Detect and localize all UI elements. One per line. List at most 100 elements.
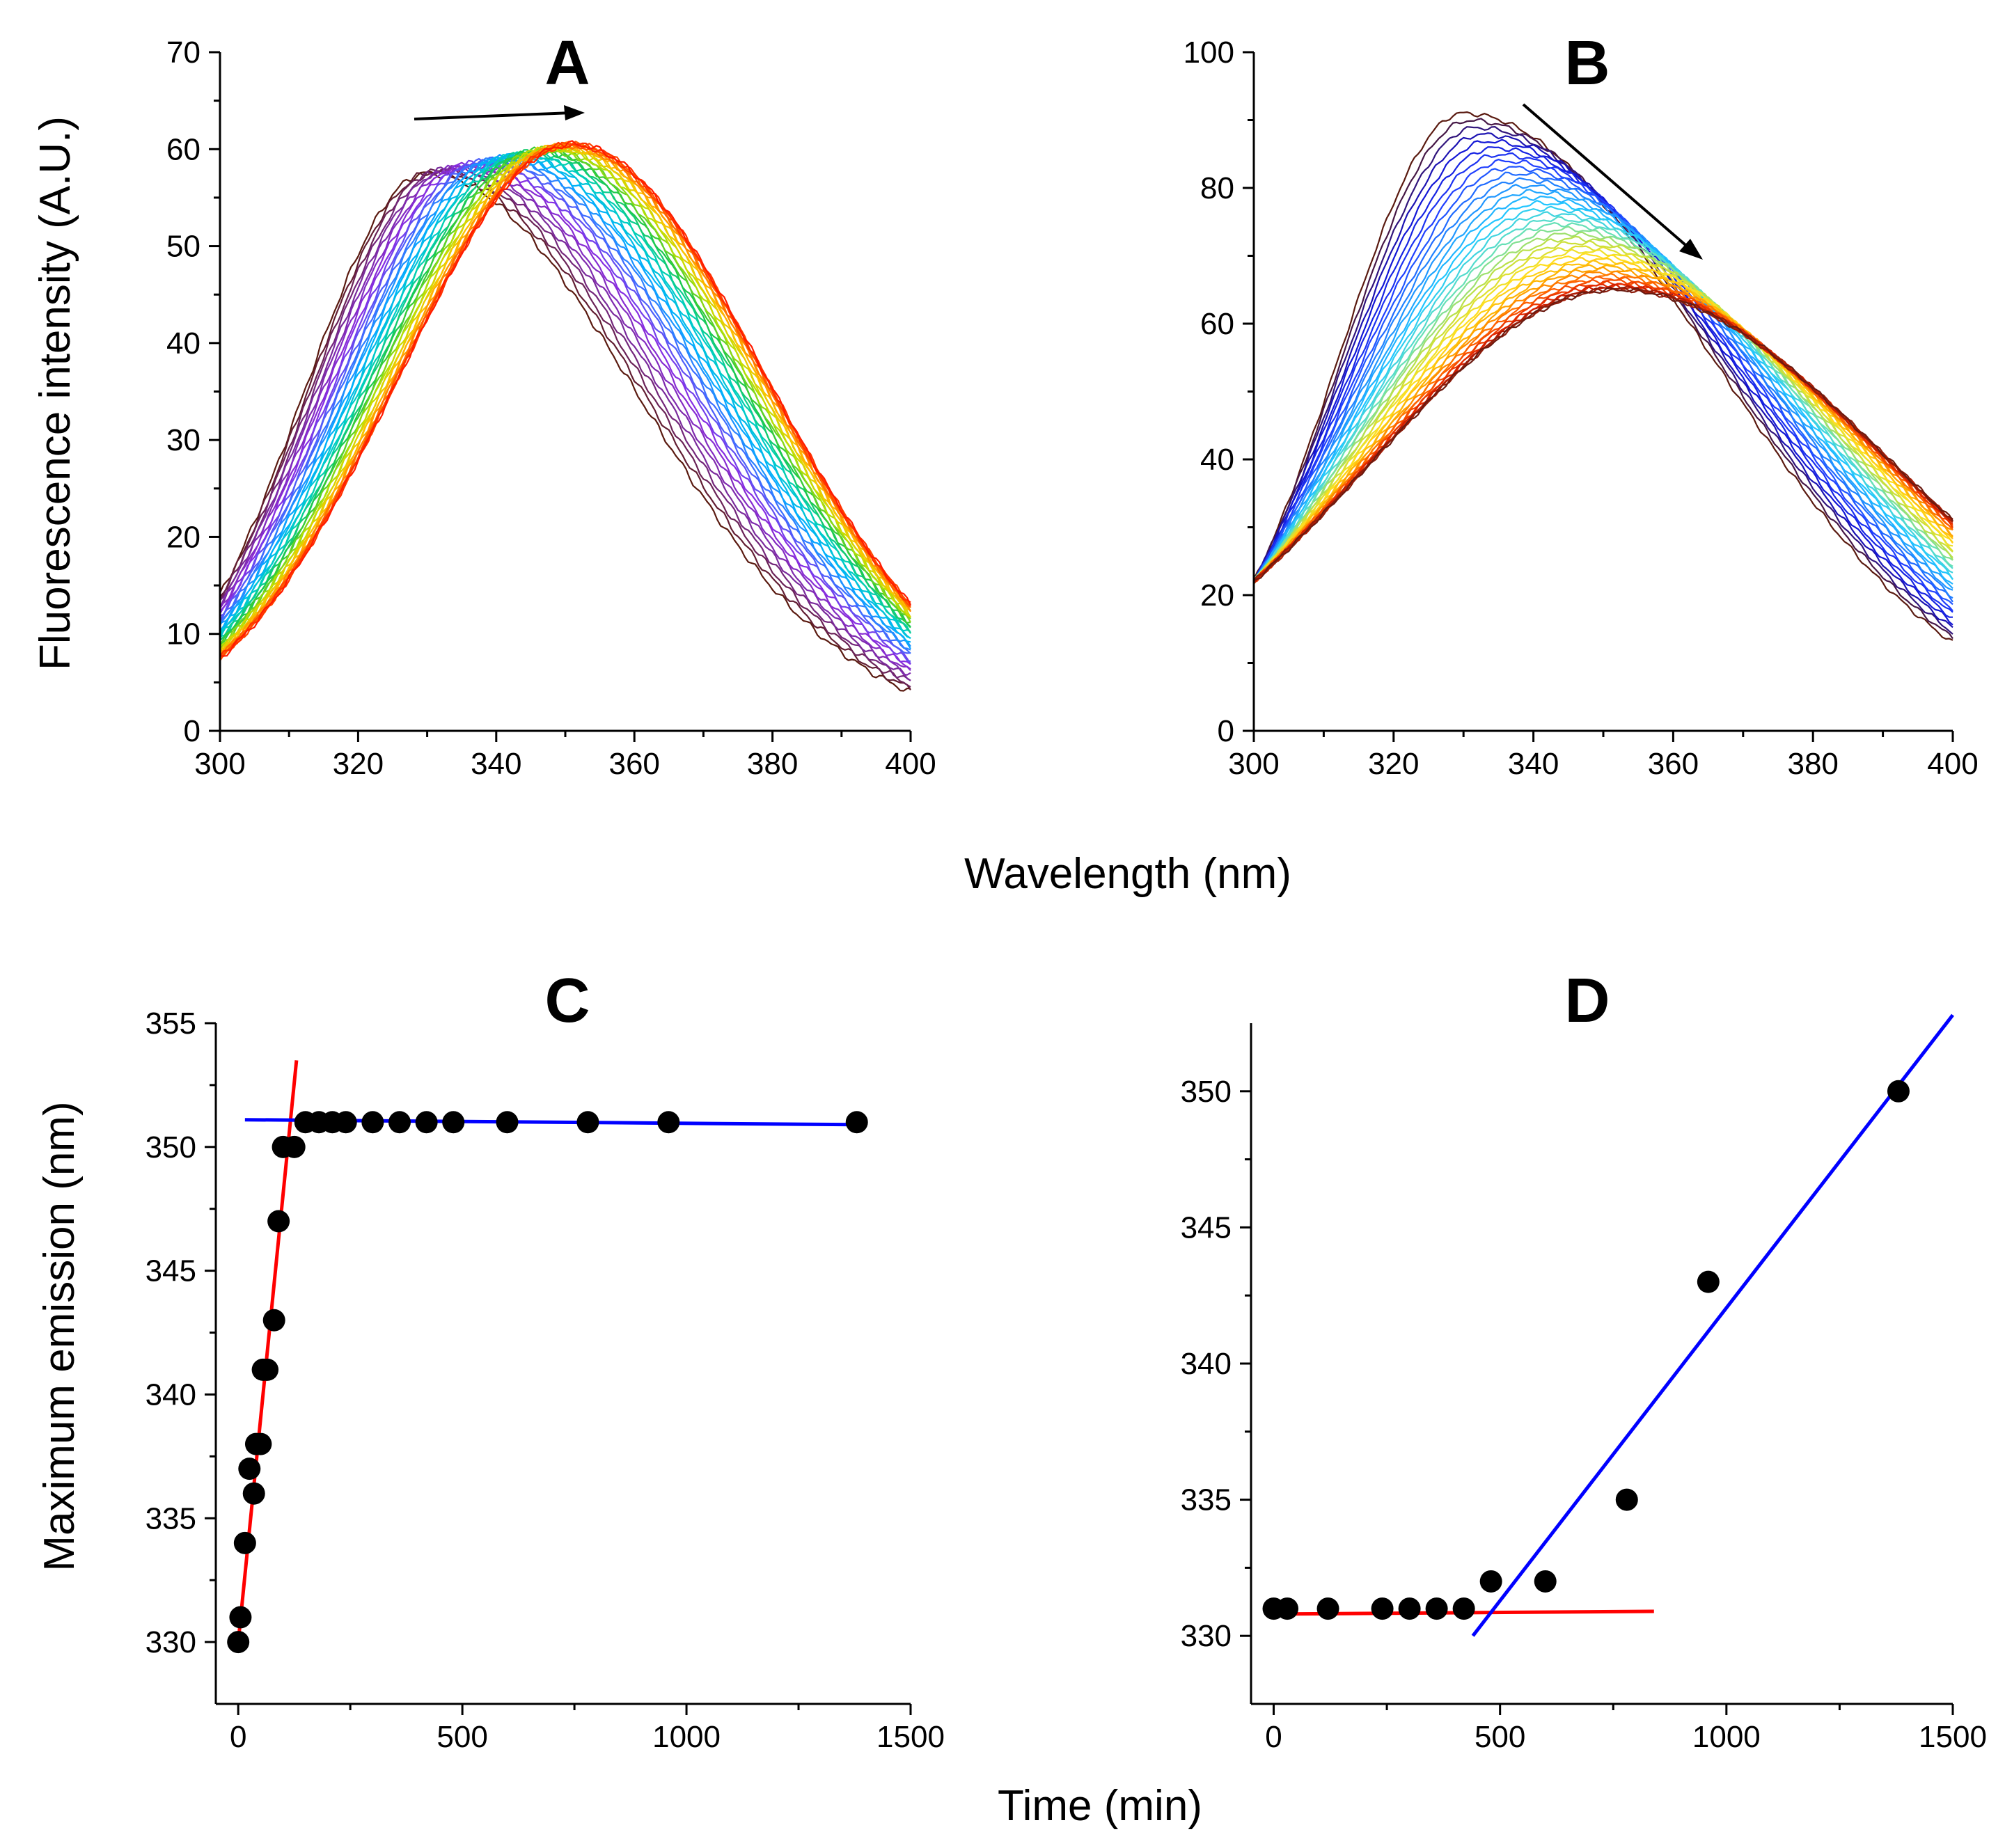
spectrum-series-25 [219, 146, 911, 647]
spectrum-series-30 [1253, 266, 1953, 585]
panel-c: C Maximum emission (nm) 0 500 1000 1500 330 3… [36, 966, 945, 1754]
data-point [1452, 1597, 1475, 1620]
panel-c-axes: 0 500 1000 1500 330 335 340 345 350 355 [146, 1006, 945, 1754]
spectrum-series-28 [1253, 260, 1953, 581]
x-tick-label: 1500 [876, 1720, 945, 1754]
panel-a-curves [219, 140, 912, 692]
panel-d-points [1262, 1080, 1910, 1620]
shared-xlabel-time: Time (min) [998, 1782, 1202, 1830]
data-point [576, 1111, 599, 1134]
spectrum-series-19 [219, 152, 911, 639]
data-point [249, 1432, 272, 1455]
y-tick-label: 30 [166, 423, 200, 457]
x-tick-label: 0 [230, 1720, 246, 1754]
data-point [267, 1210, 290, 1233]
x-tick-label: 360 [1648, 747, 1699, 781]
y-tick-label: 335 [146, 1501, 196, 1535]
y-tick-label: 335 [1181, 1483, 1232, 1517]
data-point [334, 1111, 357, 1134]
data-point [442, 1111, 465, 1134]
y-tick-label: 345 [1181, 1210, 1232, 1245]
panel-a-title: A [545, 29, 590, 98]
x-tick-label: 500 [437, 1720, 487, 1754]
spectrum-series-2 [219, 168, 911, 690]
data-point [1398, 1597, 1421, 1620]
y-tick-label: 100 [1184, 35, 1234, 70]
y-tick-label: 10 [166, 617, 200, 651]
panel-d-title: D [1565, 966, 1610, 1036]
data-point [845, 1111, 868, 1134]
y-tick-label: 0 [184, 714, 200, 748]
data-point [657, 1111, 680, 1134]
x-tick-label: 340 [1508, 747, 1559, 781]
y-tick-label: 70 [166, 35, 200, 70]
spectrum-series-4 [219, 167, 911, 681]
x-tick-label: 380 [747, 747, 798, 781]
data-point [1276, 1597, 1299, 1620]
y-tick-label: 350 [1181, 1075, 1232, 1109]
spectrum-series-14 [219, 157, 911, 651]
spectrum-series-13 [1253, 189, 1953, 590]
spectrum-series-13 [219, 156, 911, 654]
panel-b-curves [1252, 111, 1953, 641]
x-tick-label: 500 [1475, 1720, 1525, 1754]
y-tick-label: 40 [166, 326, 200, 361]
data-point [238, 1458, 261, 1480]
spectrum-series-17 [219, 152, 911, 643]
panel-c-title: C [545, 966, 590, 1036]
y-tick-label: 50 [166, 230, 200, 264]
panel-a-ylabel: Fluorescence intensity (A.U.) [31, 116, 79, 670]
spectrum-series-21 [219, 151, 911, 638]
x-tick-label: 320 [333, 747, 384, 781]
data-point [1615, 1488, 1638, 1511]
y-tick-label: 340 [146, 1377, 196, 1412]
data-point [256, 1358, 279, 1381]
data-point [415, 1111, 438, 1134]
y-tick-label: 0 [1218, 714, 1234, 748]
panel-b-axes: 300 320 340 360 380 400 0 20 40 60 80 100 [1184, 35, 1979, 781]
spectrum-series-21 [1253, 231, 1953, 581]
spectrum-series-6 [219, 165, 911, 676]
y-tick-label: 40 [1200, 443, 1234, 477]
spectrum-series-10 [219, 159, 911, 665]
panel-d: D 0 500 1000 1500 330 335 340 345 350 [1181, 966, 1987, 1754]
x-tick-label: 360 [608, 747, 659, 781]
x-tick-label: 1000 [652, 1720, 721, 1754]
panel-b-title: B [1565, 29, 1610, 98]
spectrum-series-5 [219, 166, 911, 681]
data-point [233, 1531, 256, 1554]
data-point [1371, 1597, 1394, 1620]
spectrum-series-3 [219, 168, 911, 688]
spectrum-series-8 [1253, 159, 1953, 612]
y-tick-label: 350 [146, 1130, 196, 1164]
spectrum-series-15 [1253, 200, 1953, 581]
panel-a: A Fluorescence intensity (A.U.) 300 320 34… [31, 29, 936, 781]
data-point [227, 1631, 250, 1654]
spectrum-series-14 [1253, 196, 1953, 585]
data-point [1316, 1597, 1339, 1620]
data-point [388, 1111, 411, 1134]
x-tick-label: 1000 [1692, 1720, 1761, 1754]
data-point [262, 1309, 285, 1332]
x-tick-label: 380 [1787, 747, 1838, 781]
y-tick-label: 340 [1181, 1347, 1232, 1381]
spectrum-series-8 [219, 161, 911, 671]
spectrum-series-7 [1253, 152, 1953, 613]
spectrum-series-20 [219, 150, 911, 635]
data-point [283, 1135, 306, 1158]
spectrum-series-40 [219, 140, 912, 657]
spectrum-series-7 [219, 164, 911, 670]
x-tick-label: 400 [885, 747, 936, 781]
spectrum-series-9 [219, 162, 911, 665]
x-tick-label: 320 [1368, 747, 1419, 781]
data-point [496, 1111, 519, 1134]
spectrum-series-24 [1253, 245, 1953, 584]
y-tick-label: 330 [146, 1625, 196, 1659]
spectrum-series-28 [219, 144, 911, 647]
spectrum-series-11 [1253, 177, 1953, 599]
panel-d-axes: 0 500 1000 1500 330 335 340 345 350 [1181, 1023, 1987, 1754]
x-tick-label: 300 [1228, 747, 1279, 781]
y-tick-label: 355 [146, 1006, 196, 1041]
spectrum-series-5 [1253, 139, 1953, 626]
